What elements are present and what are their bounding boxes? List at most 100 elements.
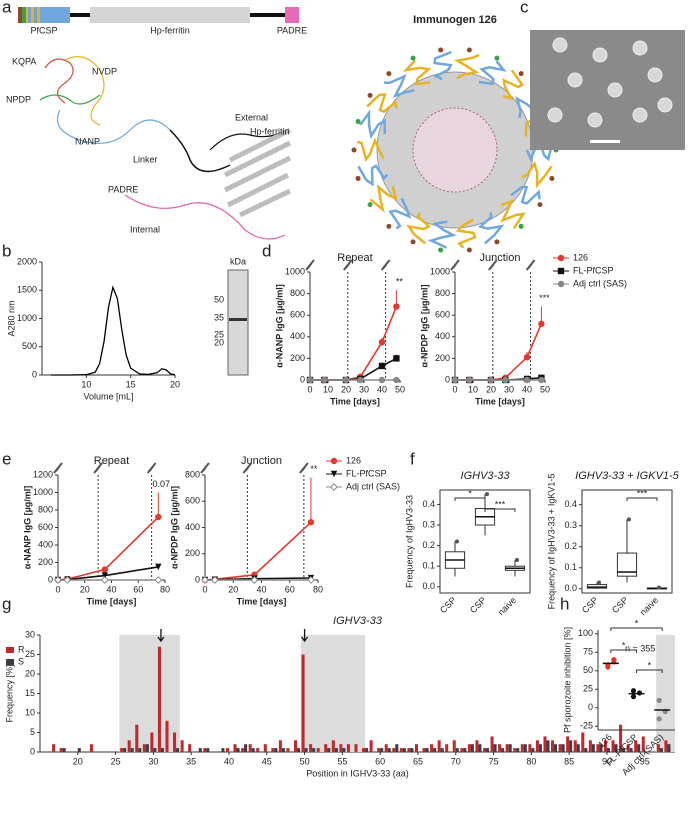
linker (70, 13, 90, 17)
legend-label: FL-PfCSP (573, 265, 614, 275)
legend-label: 126 (573, 252, 588, 262)
strand (39, 94, 101, 105)
bar (198, 748, 202, 752)
bar (498, 744, 502, 752)
label: Linker (133, 154, 158, 164)
strand (56, 109, 171, 144)
bar (263, 744, 267, 752)
x-tick-label: 0 (55, 584, 60, 594)
x-tick-label: 20 (73, 756, 83, 766)
bar (342, 748, 346, 752)
gel-lane (227, 269, 249, 376)
strand (502, 69, 524, 101)
bar (135, 724, 139, 752)
bar (622, 748, 626, 752)
x-tick-label: 15 (126, 379, 136, 389)
marker (357, 376, 364, 384)
bar (656, 744, 660, 752)
label: g (2, 594, 11, 613)
chart-title: IGHV3-33 (333, 615, 383, 627)
bar (531, 748, 535, 752)
y-tick-label: 200 (185, 548, 200, 558)
gel-band (229, 318, 247, 321)
y-tick-label: 100 (578, 628, 593, 638)
x-tick-label: 40 (106, 584, 116, 594)
segment (34, 7, 37, 23)
bar (160, 748, 164, 752)
bar (430, 744, 434, 752)
x-tick-label: 10 (468, 384, 478, 394)
bar (327, 748, 331, 752)
bar (493, 744, 497, 752)
bar (380, 748, 384, 752)
significance-label: *** (495, 499, 506, 509)
marker (63, 576, 72, 584)
label: a (2, 0, 12, 16)
significance-bracket (454, 497, 486, 501)
x-tick-label: 90 (602, 756, 612, 766)
arrow (157, 629, 165, 643)
bar (505, 744, 509, 752)
y-tick-label: 1500 (17, 285, 37, 295)
bar (482, 748, 487, 752)
strand (510, 185, 541, 205)
strand (406, 212, 432, 245)
bar (641, 736, 645, 752)
marker (378, 362, 386, 370)
y-tick-label: 30 (25, 629, 35, 639)
bar (62, 748, 66, 752)
bar (150, 732, 154, 752)
bar (334, 748, 338, 752)
marker (101, 572, 109, 579)
bar (410, 748, 414, 752)
significance-label: * (635, 618, 639, 628)
strand-tip (410, 239, 416, 245)
particle (592, 47, 608, 63)
y-tick-label: 0.3 (422, 519, 435, 529)
particle (567, 72, 583, 88)
y-tick-label: 0.3 (564, 520, 577, 530)
label: 35 (214, 312, 224, 322)
syringe (200, 462, 210, 474)
label: 25 (214, 329, 224, 339)
bar (278, 740, 282, 752)
bar (516, 748, 520, 752)
label: PfCSP (30, 25, 57, 35)
x-tick-label: 95 (640, 756, 650, 766)
label: Hp-ferritin (150, 25, 190, 35)
series-line (455, 323, 543, 381)
y-tick-label: 600 (185, 496, 200, 506)
shaded-region (300, 635, 366, 752)
y-tick-label: 200 (435, 353, 450, 363)
chart-title: IGHV3-33 + IGKV1-5 (575, 470, 680, 482)
significance-label: *** (637, 488, 648, 498)
extreme-point (657, 585, 661, 590)
padre-strand (124, 194, 286, 240)
bar (59, 748, 63, 752)
y-tick-label: 1000 (430, 266, 450, 276)
bar (399, 748, 403, 752)
y-tick-label: 0 (48, 574, 53, 584)
bar (463, 748, 467, 752)
point (656, 716, 662, 722)
label: NPDP (6, 94, 31, 104)
label: 50 (214, 294, 224, 304)
bar (501, 748, 505, 752)
shaded-region (119, 635, 180, 752)
label: Internal (130, 224, 160, 234)
legend-label: R (18, 644, 25, 654)
marker (557, 254, 565, 262)
y-tick-label: 600 (38, 522, 53, 532)
bar (271, 748, 275, 752)
x-axis-label: Time [days] (475, 396, 525, 406)
y-tick-label: 800 (290, 288, 305, 298)
marker (54, 576, 62, 584)
bar (339, 744, 343, 752)
annotation: 0.07 (153, 479, 171, 489)
significance-label: * (468, 488, 472, 498)
bar (316, 748, 320, 752)
y-axis-label: α-NANP IgG [µg/ml] (274, 284, 284, 368)
bar (157, 646, 161, 752)
bar (551, 740, 555, 752)
bar (369, 740, 373, 752)
